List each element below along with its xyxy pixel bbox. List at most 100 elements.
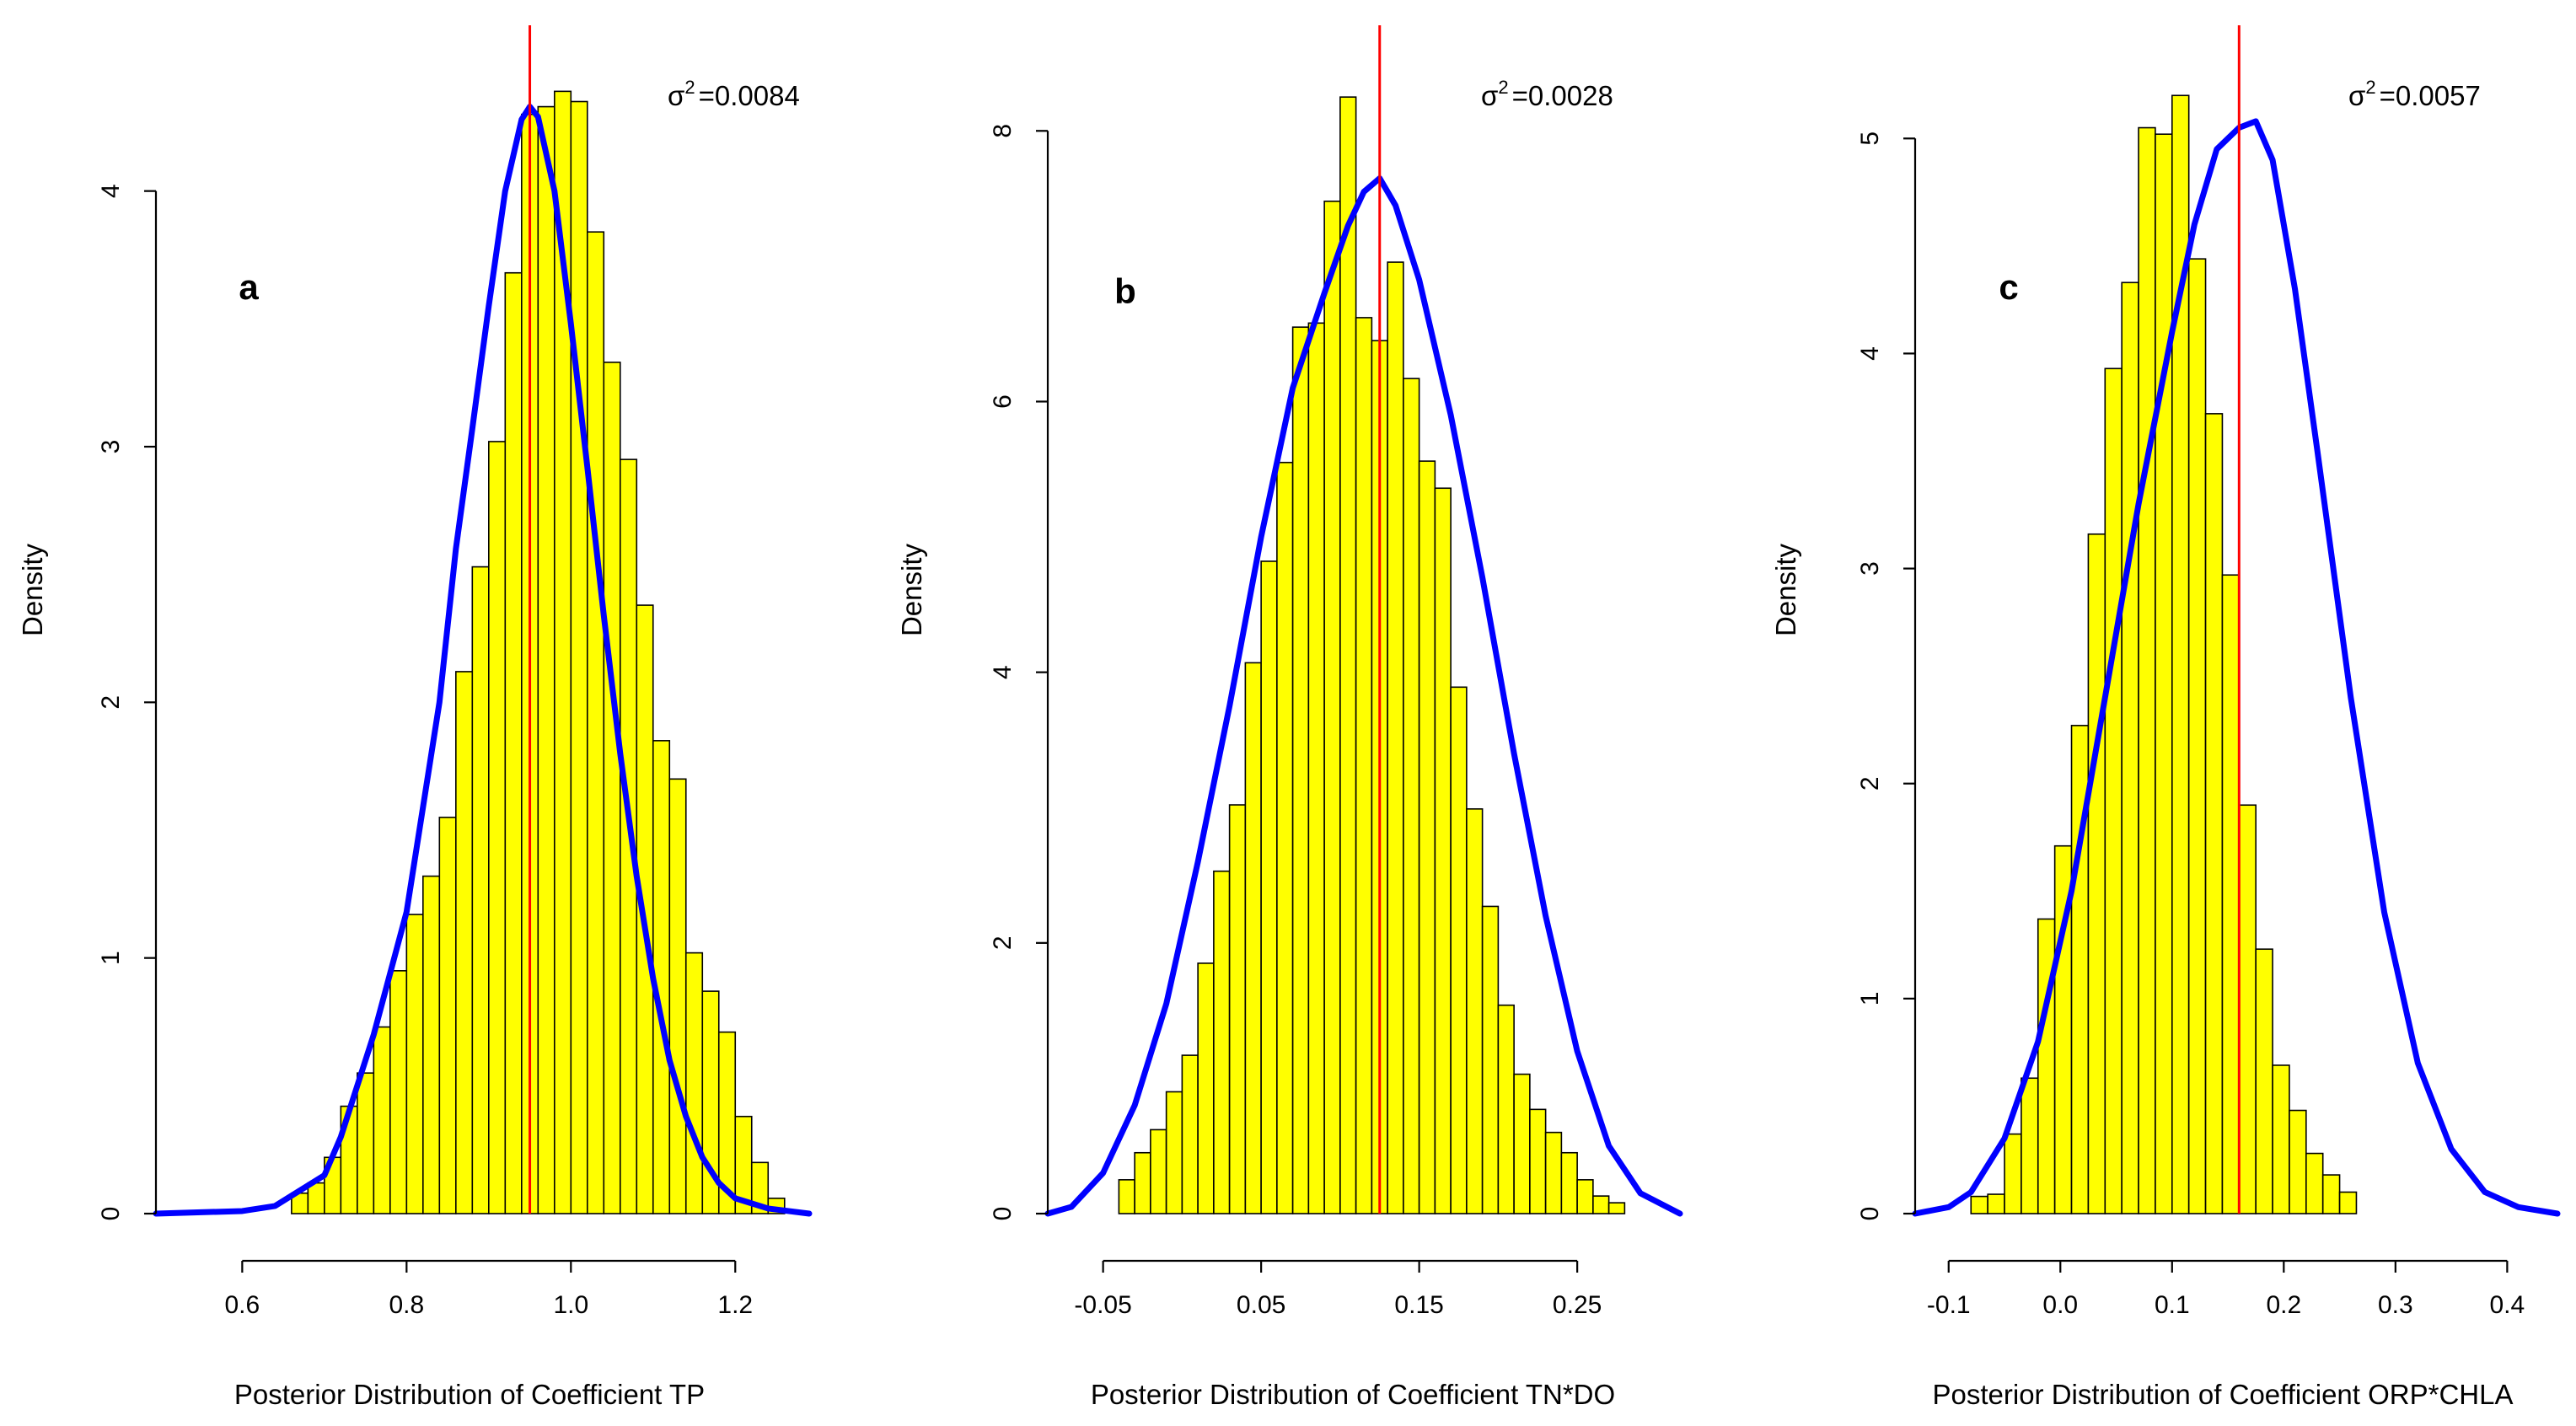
histogram-bar	[389, 970, 408, 1214]
histogram-bar	[1497, 1004, 1515, 1214]
y-tick-label: 2	[97, 695, 125, 710]
histogram-bar	[1607, 1202, 1626, 1214]
x-tick-label: 1.0	[553, 1291, 588, 1319]
y-tick-label: 4	[97, 184, 125, 198]
histogram-bar	[1560, 1151, 1578, 1214]
histogram-bar	[2104, 367, 2123, 1214]
histogram-bar	[1307, 322, 1325, 1214]
histogram-bar	[2037, 918, 2056, 1214]
x-tick-label: 0.2	[2266, 1291, 2301, 1319]
y-tick-label: 0	[1856, 1207, 1884, 1221]
histogram-bar	[438, 817, 457, 1214]
x-tick-label: 0.25	[1553, 1291, 1602, 1319]
histogram-bar	[586, 231, 605, 1214]
x-axis-title: Posterior Distribution of Coefficient OR…	[1932, 1379, 2513, 1410]
histogram-bar	[1466, 808, 1484, 1214]
histogram-bar	[2338, 1191, 2358, 1214]
histogram-bar	[1434, 487, 1452, 1214]
y-tick-label: 0	[97, 1207, 125, 1221]
histogram-bar	[684, 952, 704, 1214]
variance-exponent: 2	[1498, 77, 1508, 98]
histogram-bar	[307, 1182, 325, 1214]
histogram-bar	[1544, 1131, 1563, 1214]
y-axis-title: Density	[896, 543, 927, 636]
histogram-bar	[2004, 1133, 2022, 1214]
histogram-bar	[2087, 533, 2106, 1214]
y-tick-label: 4	[989, 665, 1017, 679]
y-tick-label: 3	[97, 440, 125, 454]
x-tick-label: 1.2	[717, 1291, 753, 1319]
histogram-bar	[1118, 1179, 1135, 1214]
panel-letter: a	[239, 267, 259, 307]
y-tick-label: 0	[989, 1207, 1017, 1221]
histogram-bar	[422, 875, 441, 1214]
y-tick-label: 2	[1856, 776, 1884, 791]
histogram-bar	[1513, 1073, 1531, 1214]
histogram-bar	[1450, 686, 1468, 1214]
histogram-bar	[1276, 461, 1294, 1214]
y-tick-label: 6	[989, 394, 1017, 409]
histogram-bar	[1529, 1108, 1547, 1214]
variance-value: =0.0028	[1512, 80, 1613, 111]
x-tick-label: 0.1	[2155, 1291, 2190, 1319]
histogram-bar	[2187, 258, 2207, 1214]
y-tick-label: 1	[97, 951, 125, 965]
chart-panel-a: 0 1 2 3 4 0.6 0.8 1.0 1.2 Posterior Distribution …	[17, 25, 813, 1410]
variance-annotation: σ2 =0.0057	[2348, 77, 2481, 111]
variance-exponent: 2	[684, 77, 695, 98]
histogram-bar	[1150, 1128, 1167, 1214]
histogram-bar	[488, 441, 507, 1214]
histogram-bar	[1197, 962, 1215, 1214]
histogram-bar	[570, 100, 588, 1214]
histogram-bar	[1403, 378, 1420, 1214]
histogram-bar	[1228, 804, 1247, 1214]
y-tick-label: 2	[989, 935, 1017, 950]
histogram-bar	[2305, 1152, 2324, 1214]
x-tick-label: -0.1	[1927, 1291, 1971, 1319]
histogram-bar	[405, 914, 424, 1214]
y-tick-label: 1	[1856, 992, 1884, 1006]
histogram-bar	[1291, 326, 1310, 1214]
histogram-bar	[1970, 1195, 1988, 1214]
histogram-bar	[1260, 560, 1278, 1214]
histogram-bar	[668, 778, 687, 1214]
variance-symbol: σ	[668, 80, 684, 111]
chart-panel-c: 0 1 2 3 4 5 -0.1 0.0 0.1 0.2 0.3 0.4 Posterior Distr…	[1770, 25, 2561, 1410]
histogram-bar	[455, 671, 474, 1214]
panel-letter: c	[1999, 267, 2018, 307]
x-axis-title: Posterior Distribution of Coefficient TN…	[1091, 1379, 1615, 1410]
histogram-bar	[2204, 413, 2224, 1214]
histogram-bar	[1134, 1151, 1151, 1214]
variance-annotation: σ2 =0.0028	[1481, 77, 1613, 111]
x-tick-label: 0.8	[389, 1291, 424, 1319]
histogram-bar	[1213, 870, 1231, 1214]
x-tick-label: 0.6	[225, 1291, 260, 1319]
histogram-bar	[2121, 281, 2139, 1214]
histogram-bar	[1339, 96, 1357, 1214]
variance-value: =0.0057	[2380, 80, 2481, 111]
histogram-bar	[373, 1026, 391, 1214]
histogram-bar	[1481, 905, 1500, 1214]
histogram-bar	[2289, 1109, 2307, 1214]
variance-value: =0.0084	[699, 80, 800, 111]
histogram-bar	[471, 566, 490, 1214]
histogram-bar	[2138, 126, 2156, 1214]
y-axis-title: Density	[17, 543, 48, 636]
histogram-bar	[1987, 1193, 2005, 1214]
histogram-bar	[1244, 662, 1262, 1214]
histogram-bar	[1355, 317, 1373, 1214]
histogram-bar	[1387, 261, 1404, 1214]
x-tick-label: 0.4	[2490, 1291, 2525, 1319]
x-tick-label: -0.05	[1074, 1291, 1131, 1319]
histogram-bar	[2021, 1077, 2039, 1214]
variance-exponent: 2	[2365, 77, 2375, 98]
histogram-bar	[1165, 1091, 1183, 1214]
x-axis-title: Posterior Distribution of Coefficient TP	[234, 1379, 705, 1410]
histogram-bar	[2155, 133, 2173, 1214]
histogram-bar	[1592, 1195, 1610, 1214]
histogram-bar	[1576, 1179, 1594, 1214]
y-axis-title: Density	[1770, 543, 1801, 636]
density-curve	[1044, 175, 1683, 1217]
density-curve	[153, 104, 813, 1217]
